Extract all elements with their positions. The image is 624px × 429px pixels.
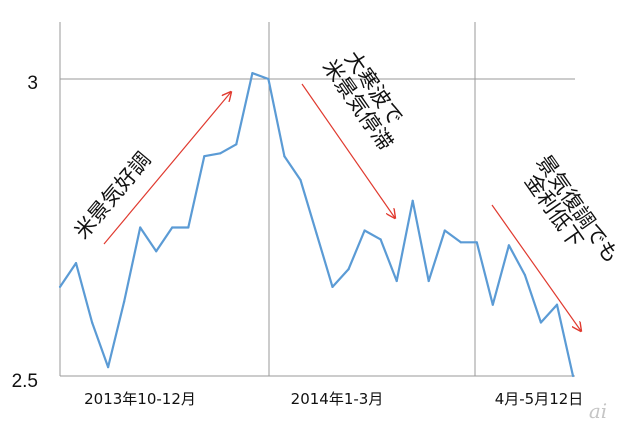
- data-point: [139, 226, 142, 229]
- data-point: [267, 77, 270, 81]
- data-point: [251, 72, 254, 75]
- data-point: [363, 229, 366, 232]
- x-period-label: 2013年10-12月: [84, 390, 196, 408]
- data-point: [219, 152, 222, 155]
- y-tick-label: 3: [27, 73, 38, 94]
- data-point: [58, 285, 62, 288]
- data-point: [523, 273, 527, 277]
- data-point: [203, 155, 206, 158]
- data-point: [74, 262, 78, 265]
- trend-arrow-down-2: [491, 204, 581, 331]
- data-point: [507, 244, 510, 247]
- series-points: [58, 72, 575, 378]
- data-point: [539, 321, 543, 324]
- y-tick-label: 2.5: [12, 371, 38, 392]
- data-point: [107, 366, 110, 369]
- data-point: [411, 199, 414, 202]
- x-period-label: 2014年1-3月: [291, 390, 384, 408]
- data-point: [155, 250, 158, 253]
- data-point: [459, 241, 462, 244]
- data-point: [395, 279, 398, 283]
- data-point: [91, 321, 94, 324]
- data-point: [491, 303, 494, 306]
- data-point: [347, 268, 350, 271]
- data-point: [283, 155, 286, 158]
- x-period-label: 4月-5月12日: [495, 390, 584, 408]
- trend-arrow-up: [103, 92, 231, 245]
- data-point: [331, 285, 334, 288]
- data-point: [187, 226, 190, 229]
- data-point: [379, 238, 382, 241]
- data-point: [171, 226, 174, 229]
- data-point: [427, 279, 430, 283]
- data-point: [299, 178, 302, 182]
- trend-arrow-down-1: [301, 83, 395, 218]
- data-point: [555, 303, 559, 306]
- data-point: [475, 241, 478, 244]
- data-point: [315, 232, 318, 235]
- data-point: [571, 374, 575, 378]
- data-point: [123, 300, 126, 303]
- data-point: [443, 229, 446, 232]
- data-point: [235, 143, 238, 146]
- watermark-logo: ai: [589, 399, 607, 423]
- series-line: [59, 71, 575, 377]
- annotation-us-economy-strong: 米景気好調: [70, 148, 156, 244]
